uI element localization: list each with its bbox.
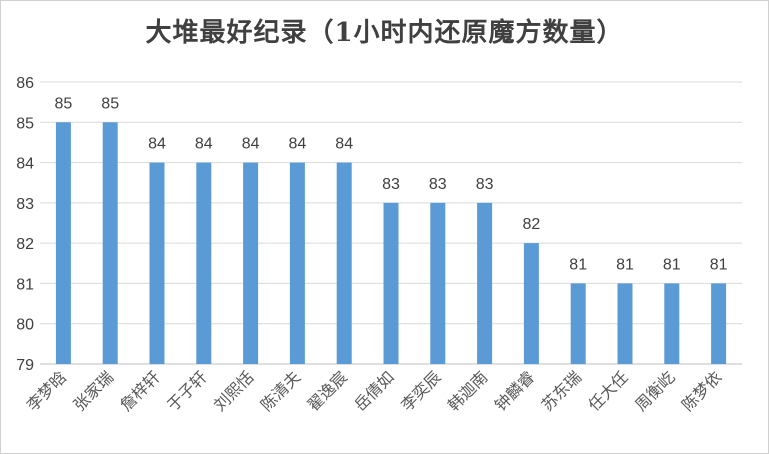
y-tick-label: 81 bbox=[16, 276, 34, 293]
y-tick-label: 80 bbox=[16, 317, 34, 334]
data-label: 84 bbox=[335, 136, 353, 153]
x-category-label: 陈梦依 bbox=[678, 367, 725, 414]
data-label: 84 bbox=[195, 136, 213, 153]
bar-10 bbox=[477, 202, 493, 364]
x-category-label: 周衡屹 bbox=[631, 367, 678, 414]
bar-6 bbox=[289, 162, 305, 364]
x-category-label: 陈清夫 bbox=[257, 367, 304, 414]
y-axis-ticks: 79 80 81 82 83 84 85 86 bbox=[16, 75, 34, 374]
data-label: 81 bbox=[710, 256, 728, 273]
bar-2 bbox=[102, 122, 118, 365]
data-label: 85 bbox=[55, 95, 73, 112]
x-category-label: 李梦晗 bbox=[23, 367, 70, 414]
bar-8 bbox=[383, 202, 399, 364]
x-category-label: 刘熙恬 bbox=[210, 367, 257, 414]
bar-3 bbox=[149, 162, 165, 364]
y-tick-label: 84 bbox=[16, 156, 34, 173]
x-category-label: 钟麟睿 bbox=[491, 367, 538, 414]
bar-15 bbox=[711, 283, 727, 364]
x-category-label: 翟逸宸 bbox=[304, 367, 351, 414]
y-tick-label: 82 bbox=[16, 236, 34, 253]
bar-5 bbox=[243, 162, 259, 364]
bar-14 bbox=[664, 283, 680, 364]
data-label: 83 bbox=[382, 176, 400, 193]
x-category-label: 詹梓轩 bbox=[116, 367, 163, 414]
data-label: 84 bbox=[148, 136, 166, 153]
x-category-label: 于子轩 bbox=[163, 367, 210, 414]
bar-9 bbox=[430, 202, 446, 364]
x-category-label: 苏东瑞 bbox=[538, 367, 585, 414]
data-label: 81 bbox=[663, 256, 681, 273]
y-tick-label: 79 bbox=[16, 357, 34, 374]
y-tick-label: 83 bbox=[16, 196, 34, 213]
data-label: 81 bbox=[616, 256, 634, 273]
data-labels: 85 85 84 84 84 84 84 83 83 83 82 81 81 81 81 bbox=[55, 95, 728, 273]
x-category-label: 岳倩如 bbox=[350, 367, 397, 414]
data-label: 84 bbox=[242, 136, 260, 153]
x-category-label: 韩迦南 bbox=[444, 367, 491, 414]
bar-12 bbox=[570, 283, 586, 364]
y-tick-label: 86 bbox=[16, 75, 34, 92]
x-category-label: 任大任 bbox=[584, 367, 631, 414]
y-tick-label: 85 bbox=[16, 115, 34, 132]
chart-title: 大堆最好纪录（1小时内还原魔方数量） bbox=[145, 18, 624, 48]
data-label: 85 bbox=[101, 95, 119, 112]
data-label: 83 bbox=[429, 176, 447, 193]
data-label: 82 bbox=[523, 216, 541, 233]
data-label: 83 bbox=[476, 176, 494, 193]
bar-4 bbox=[196, 162, 212, 364]
bar-7 bbox=[336, 162, 352, 364]
bar-11 bbox=[523, 243, 539, 364]
x-axis-labels: 李梦晗 张家瑞 詹梓轩 于子轩 刘熙恬 陈清夫 翟逸宸 岳倩如 李奕辰 韩迦南 钟麟睿 苏东瑞 任大任周… bbox=[23, 367, 726, 414]
x-category-label: 李奕辰 bbox=[397, 367, 444, 414]
bar-13 bbox=[617, 283, 633, 364]
x-category-label: 张家瑞 bbox=[70, 367, 117, 414]
bars bbox=[55, 122, 727, 365]
bar-1 bbox=[55, 122, 71, 365]
data-label: 81 bbox=[569, 256, 587, 273]
data-label: 84 bbox=[289, 136, 307, 153]
